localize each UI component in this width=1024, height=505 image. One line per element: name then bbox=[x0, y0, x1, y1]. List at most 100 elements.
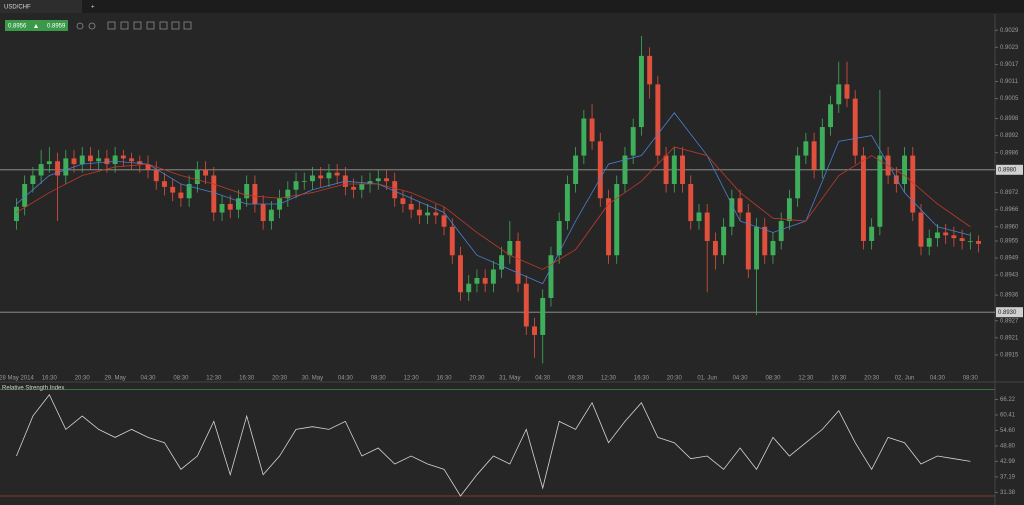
y-tick-label: 0.8921 bbox=[1000, 335, 1019, 341]
candle-body bbox=[268, 209, 274, 222]
candle-body bbox=[959, 238, 965, 241]
candle-body bbox=[828, 104, 834, 128]
candle-body bbox=[46, 161, 52, 165]
y-tick-label: 0.8943 bbox=[1000, 273, 1019, 279]
candle-body bbox=[186, 184, 192, 199]
candle-body bbox=[433, 212, 439, 216]
rsi-line bbox=[16, 393, 971, 497]
y-tick-label: 0.8955 bbox=[1000, 239, 1019, 245]
y-tick-label: 54.60 bbox=[1000, 428, 1016, 434]
candle-body bbox=[910, 155, 916, 213]
y-tick-label: 0.8927 bbox=[1000, 318, 1019, 324]
candle-body bbox=[721, 226, 727, 256]
candle-body bbox=[367, 181, 373, 185]
x-tick-label: 04:30 bbox=[338, 376, 354, 382]
y-tick-label: 31.38 bbox=[1000, 490, 1016, 496]
price-line-tag bbox=[996, 307, 1023, 318]
candle-body bbox=[351, 186, 357, 190]
y-tick-label: 0.8949 bbox=[1000, 256, 1019, 262]
price-line-label: 0.8980 bbox=[998, 167, 1017, 173]
candle-body bbox=[211, 175, 217, 213]
x-tick-label: 20:30 bbox=[272, 376, 288, 382]
ask-price[interactable]: 0.8959 bbox=[47, 24, 66, 30]
y-tick-label: 48.80 bbox=[1000, 443, 1016, 449]
x-tick-label: 20:30 bbox=[75, 376, 91, 382]
y-tick-label: 0.8966 bbox=[1000, 207, 1019, 213]
x-tick-label: 01. Jun bbox=[697, 376, 717, 382]
x-tick-label: 16:30 bbox=[634, 376, 650, 382]
candle-body bbox=[737, 198, 743, 213]
candle-body bbox=[581, 118, 587, 156]
candle-body bbox=[416, 209, 422, 216]
candle-body bbox=[425, 212, 431, 216]
x-tick-label: 12:30 bbox=[798, 376, 814, 382]
tool-icon[interactable] bbox=[133, 21, 142, 30]
tool-icon[interactable] bbox=[183, 21, 192, 30]
candle-body bbox=[967, 240, 973, 242]
candle-body bbox=[408, 203, 414, 210]
moving-average bbox=[16, 146, 971, 270]
zoom-out[interactable] bbox=[88, 22, 96, 30]
candle-body bbox=[934, 232, 940, 239]
tool-icon[interactable] bbox=[120, 21, 129, 30]
zoom-in[interactable] bbox=[76, 22, 84, 30]
y-tick-label: 0.8998 bbox=[1000, 116, 1019, 122]
candle-body bbox=[515, 240, 521, 284]
y-tick-label: 0.9029 bbox=[1000, 28, 1019, 34]
candle-body bbox=[507, 240, 513, 256]
y-tick-label: 66.22 bbox=[1000, 397, 1016, 403]
x-tick-label: 12:30 bbox=[404, 376, 420, 382]
candle-body bbox=[918, 212, 924, 247]
candle-body bbox=[112, 155, 118, 165]
tool-icon[interactable] bbox=[171, 21, 180, 30]
candle-body bbox=[203, 169, 209, 176]
candle-body bbox=[795, 155, 801, 199]
candle-body bbox=[680, 155, 685, 185]
y-tick-label: 60.41 bbox=[1000, 413, 1016, 419]
candle-body bbox=[902, 155, 908, 185]
candle-body bbox=[441, 215, 447, 227]
candle-body bbox=[359, 184, 365, 190]
tool-icon[interactable] bbox=[107, 21, 116, 30]
candle-body bbox=[926, 238, 932, 247]
candle-body bbox=[556, 221, 562, 256]
x-tick-label: 08:30 bbox=[173, 376, 189, 382]
candle-body bbox=[466, 283, 472, 293]
candle-body bbox=[96, 158, 102, 162]
candle-body bbox=[589, 118, 595, 142]
candle-body bbox=[260, 203, 266, 222]
x-tick-label: 16:30 bbox=[42, 376, 58, 382]
candle-body bbox=[943, 232, 949, 236]
x-tick-label: 28 May 2014 bbox=[0, 376, 34, 382]
candle-body bbox=[178, 192, 184, 199]
tool-icon[interactable] bbox=[159, 21, 168, 30]
candle-body bbox=[22, 184, 28, 207]
new-tab[interactable]: + bbox=[91, 5, 95, 11]
bid-price[interactable]: 0.8956 bbox=[8, 24, 27, 30]
candle-body bbox=[852, 98, 858, 156]
price-line-tag bbox=[996, 164, 1023, 175]
candle-body bbox=[334, 172, 340, 176]
candle-body bbox=[326, 172, 332, 179]
candle-body bbox=[137, 161, 143, 165]
candle-body bbox=[696, 212, 702, 222]
candle-body bbox=[384, 178, 389, 182]
y-tick-label: 0.8915 bbox=[1000, 352, 1019, 358]
tab[interactable] bbox=[0, 0, 82, 13]
candle-body bbox=[745, 212, 751, 270]
price-line-label: 0.8930 bbox=[998, 310, 1017, 316]
x-tick-label: 08:30 bbox=[963, 376, 979, 382]
up-arrow bbox=[34, 24, 38, 28]
candle-body bbox=[145, 164, 151, 170]
x-tick-label: 20:30 bbox=[469, 376, 485, 382]
candle-body bbox=[893, 175, 899, 185]
candle-body bbox=[622, 155, 628, 185]
x-tick-label: 31. May bbox=[499, 376, 520, 382]
y-tick-label: 0.8960 bbox=[1000, 224, 1019, 230]
x-tick-label: 20:30 bbox=[667, 376, 683, 382]
tool-icon[interactable] bbox=[146, 21, 155, 30]
tab-label[interactable]: USD/CHF bbox=[4, 5, 31, 11]
candle-body bbox=[548, 255, 554, 298]
candle-body bbox=[55, 161, 61, 176]
